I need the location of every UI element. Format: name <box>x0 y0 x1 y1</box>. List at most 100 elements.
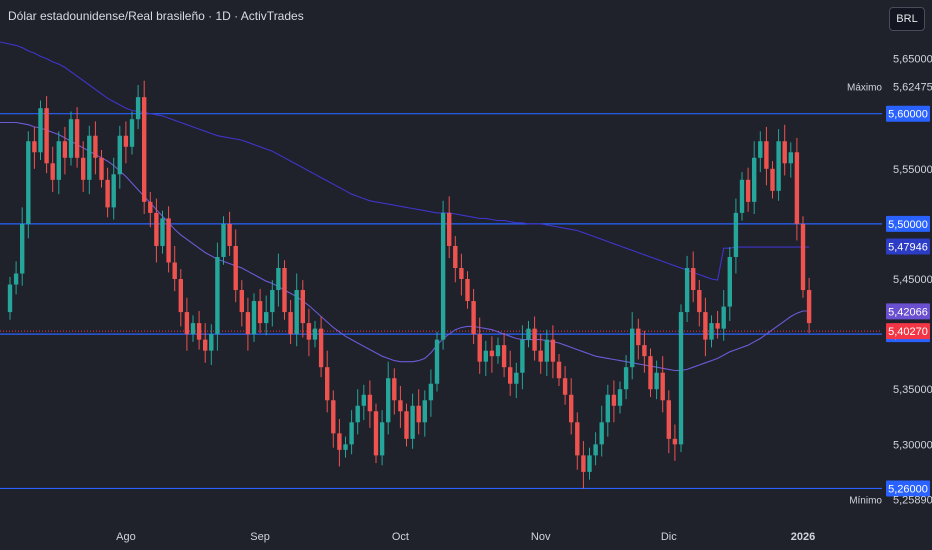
y-tick-label: 5,65000 <box>893 54 932 66</box>
y-tick-label: 5,55000 <box>893 164 932 176</box>
candle-body <box>160 218 165 246</box>
candle-body <box>26 141 31 224</box>
candle-body <box>172 262 177 280</box>
level-badge-bg <box>886 215 930 232</box>
candle-body <box>81 157 86 180</box>
candle-body <box>13 273 19 285</box>
x-tick-label: Oct <box>392 531 409 543</box>
candle-body <box>794 152 800 224</box>
candle-body <box>483 350 488 362</box>
candle-body <box>99 157 104 180</box>
candle-body <box>62 141 68 158</box>
last-price-badge: 5,40270 <box>888 326 928 338</box>
last-price-badge-bg <box>886 323 930 340</box>
candle-body <box>318 328 324 368</box>
candle-body <box>605 394 610 423</box>
candle-body <box>312 328 318 340</box>
candle-body <box>129 119 135 147</box>
candle-body <box>623 367 629 390</box>
candle-body <box>611 394 617 406</box>
y-tick-label: 5,30000 <box>893 439 932 451</box>
candle-body <box>416 405 421 423</box>
candle-body <box>776 141 781 191</box>
candle-body <box>117 135 122 175</box>
candle-body <box>270 290 275 313</box>
candle-body <box>166 218 171 263</box>
level-badge: 5,50000 <box>888 219 928 231</box>
candle-body <box>599 422 604 445</box>
candle-body <box>68 119 74 158</box>
candle-body <box>349 422 354 445</box>
candle-body <box>386 378 391 423</box>
candle-body <box>575 422 580 456</box>
candle-body <box>355 405 360 423</box>
candle-body <box>495 345 501 357</box>
currency-button[interactable]: BRL <box>889 7 925 31</box>
candle-body <box>806 290 812 324</box>
candle-body <box>111 174 116 208</box>
candle-body <box>74 119 80 158</box>
candle-body <box>7 284 13 313</box>
ma-long-badge-bg <box>886 238 930 255</box>
candle-body <box>532 328 537 351</box>
level-badge-bg <box>886 480 930 497</box>
candle-body <box>331 400 336 434</box>
candle-body <box>642 345 647 357</box>
candle-body <box>752 157 757 202</box>
candle-body <box>587 455 592 472</box>
candle-body <box>697 290 702 313</box>
candle-body <box>538 350 543 362</box>
candle-body <box>20 223 25 274</box>
candle-body <box>209 334 214 351</box>
min-value-label: 5,25890 <box>893 495 932 507</box>
candle-body <box>337 433 342 450</box>
chart-title: Dólar estadounidense/Real brasileño · 1D… <box>8 9 304 23</box>
candle-body <box>800 223 806 291</box>
candle-body <box>489 350 495 357</box>
candle-body <box>459 268 464 280</box>
candle-body <box>471 301 476 335</box>
candle-body <box>87 135 92 180</box>
candle-body <box>453 245 458 268</box>
candle-body <box>550 339 556 362</box>
candle-body <box>203 339 208 351</box>
min-caption: Mínimo <box>849 496 882 507</box>
candle-body <box>251 301 257 335</box>
candle-body <box>221 223 226 257</box>
candle-body <box>745 179 751 202</box>
x-tick-label: Sep <box>250 531 270 543</box>
candle-body <box>434 339 440 384</box>
candle-body <box>282 268 287 313</box>
candle-body <box>233 245 238 291</box>
x-tick-label: Dic <box>661 531 677 543</box>
level-badge-bg <box>886 105 930 122</box>
candle-body <box>148 201 153 213</box>
candle-body <box>422 400 427 423</box>
x-tick-label: 2026 <box>791 531 815 543</box>
candle-body <box>508 367 513 384</box>
candle-body <box>135 97 141 120</box>
candle-body <box>367 394 373 412</box>
candle-body <box>50 163 55 180</box>
candle-body <box>142 97 147 202</box>
candle-body <box>703 312 708 340</box>
candle-body <box>770 168 775 191</box>
candle-body <box>593 444 598 456</box>
candle-body <box>630 328 635 368</box>
candle-body <box>739 179 745 213</box>
candle-body <box>361 394 366 406</box>
candle-body <box>666 400 671 439</box>
candle-body <box>544 339 549 362</box>
x-tick-label: Ago <box>116 531 136 543</box>
ma-short-badge: 5,42066 <box>888 306 928 318</box>
candle-body <box>392 378 397 401</box>
candle-body <box>526 328 531 340</box>
candle-body <box>684 268 690 313</box>
candle-body <box>520 339 525 373</box>
max-caption: Máximo <box>847 82 882 93</box>
candle-body <box>215 256 220 335</box>
candle-body <box>239 290 244 313</box>
candle-body <box>410 405 415 439</box>
candle-body <box>465 279 470 302</box>
